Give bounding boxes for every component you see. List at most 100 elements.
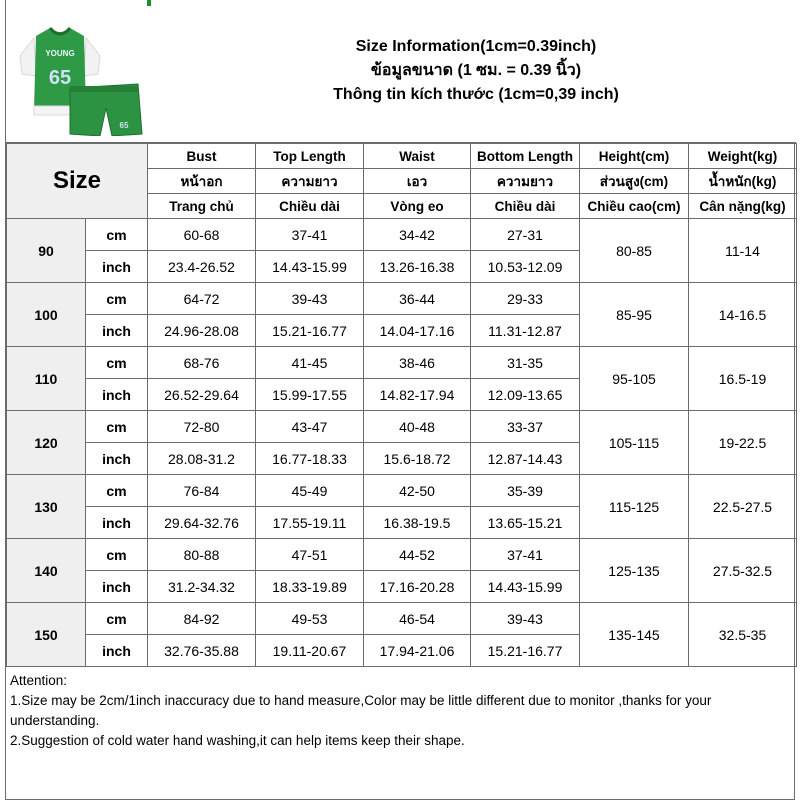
measurement-cell: 45-49: [255, 474, 364, 507]
measurement-cell: 14.43-15.99: [255, 250, 364, 283]
size-value: 130: [6, 474, 86, 539]
measurement-cell: 31.2-34.32: [147, 570, 256, 603]
title-thai: ข้อมูลขนาด (1 ซม. = 0.39 นิ้ว): [370, 62, 582, 79]
accent-mark: [147, 0, 151, 6]
weight-cell: 16.5-19: [688, 346, 797, 411]
measurement-cell: 39-43: [470, 602, 580, 635]
measurement-cell: 15.99-17.55: [255, 378, 364, 411]
size-value: 90: [6, 218, 86, 283]
measurement-cell: 16.38-19.5: [363, 506, 471, 539]
height-cell: 125-135: [579, 538, 689, 603]
measurement-cell: 17.55-19.11: [255, 506, 364, 539]
column-header-en: Bust: [147, 143, 256, 169]
measurement-cell: 10.53-12.09: [470, 250, 580, 283]
column-header-vi: Chiều dài: [470, 193, 580, 219]
table-row-inch: inch 32.76-35.88 19.11-20.67 17.94-21.06 15.…: [7, 634, 797, 667]
table-row-inch: inch 29.64-32.76 17.55-19.11 16.38-19.5 13.6…: [7, 506, 797, 539]
measurement-cell: 47-51: [255, 538, 364, 571]
unit-label: inch: [85, 506, 148, 539]
measurement-cell: 64-72: [147, 282, 256, 315]
measurement-cell: 76-84: [147, 474, 256, 507]
measurement-cell: 17.16-20.28: [363, 570, 471, 603]
size-value: 150: [6, 602, 86, 667]
column-header-en: Bottom Length: [470, 143, 580, 169]
measurement-cell: 46-54: [363, 602, 471, 635]
height-cell: 135-145: [579, 602, 689, 667]
unit-label: inch: [85, 314, 148, 347]
weight-cell: 14-16.5: [688, 282, 797, 347]
size-value: 100: [6, 282, 86, 347]
size-value: 120: [6, 410, 86, 475]
measurement-cell: 37-41: [470, 538, 580, 571]
column-header-vi: Vòng eo: [363, 193, 471, 219]
measurement-cell: 29-33: [470, 282, 580, 315]
column-header-en: Weight(kg): [688, 143, 797, 169]
unit-label: cm: [85, 346, 148, 379]
header-section: YOUNG 65 65 Size Information(1cm=0.39inc…: [6, 0, 796, 143]
column-header-th: ส่วนสูง(cm): [579, 168, 689, 194]
measurement-cell: 15.21-16.77: [255, 314, 364, 347]
column-header-en: Top Length: [255, 143, 364, 169]
table-row-cm: 130 cm 76-84 45-49 42-50 35-39 115-125 22.5-27.…: [6, 474, 797, 539]
column-header-th: เอว: [363, 168, 471, 194]
header-titles: Size Information(1cm=0.39inch) ข้อมูลขนา…: [156, 35, 796, 107]
size-value: 140: [6, 538, 86, 603]
measurement-cell: 43-47: [255, 410, 364, 443]
attention-heading: Attention:: [10, 673, 68, 688]
table-row-cm: 140 cm 80-88 47-51 44-52 37-41 125-135 27.5-32.…: [6, 538, 797, 603]
measurement-cell: 17.94-21.06: [363, 634, 471, 667]
table-row-cm: 150 cm 84-92 49-53 46-54 39-43 135-145 32.5-35: [6, 602, 797, 667]
column-header-vi: Cân nặng(kg): [688, 193, 797, 219]
svg-text:65: 65: [120, 121, 129, 130]
measurement-cell: 14.82-17.94: [363, 378, 471, 411]
weight-cell: 19-22.5: [688, 410, 797, 475]
measurement-cell: 16.77-18.33: [255, 442, 364, 475]
size-header: Size: [6, 143, 148, 219]
table-row-cm: 90 cm 60-68 37-41 34-42 27-31 80-85 11-14: [6, 218, 797, 283]
column-header-th: น้ำหนัก(kg): [688, 168, 797, 194]
measurement-cell: 18.33-19.89: [255, 570, 364, 603]
measurement-cell: 23.4-26.52: [147, 250, 256, 283]
shirt-print-number: 65: [49, 67, 71, 89]
measurement-cell: 72-80: [147, 410, 256, 443]
attention-note-1: 1.Size may be 2cm/1inch inaccuracy due t…: [10, 693, 712, 728]
measurement-cell: 37-41: [255, 218, 364, 251]
measurement-cell: 28.08-31.2: [147, 442, 256, 475]
column-header-vi: Chiều dài: [255, 193, 364, 219]
measurement-cell: 26.52-29.64: [147, 378, 256, 411]
measurement-cell: 36-44: [363, 282, 471, 315]
measurement-cell: 34-42: [363, 218, 471, 251]
measurement-cell: 14.43-15.99: [470, 570, 580, 603]
height-cell: 85-95: [579, 282, 689, 347]
unit-label: inch: [85, 442, 148, 475]
measurement-cell: 84-92: [147, 602, 256, 635]
height-cell: 105-115: [579, 410, 689, 475]
measurement-cell: 42-50: [363, 474, 471, 507]
header-row-en: Size Bust Top Length Waist Bottom Length…: [6, 143, 797, 219]
attention-notes: Attention: 1.Size may be 2cm/1inch inacc…: [6, 668, 796, 799]
size-value: 110: [6, 346, 86, 411]
measurement-cell: 27-31: [470, 218, 580, 251]
column-header-vi: Chiều cao(cm): [579, 193, 689, 219]
measurement-cell: 13.65-15.21: [470, 506, 580, 539]
product-image: YOUNG 65 65: [19, 26, 143, 136]
measurement-cell: 68-76: [147, 346, 256, 379]
size-table: Size Bust Top Length Waist Bottom Length…: [6, 143, 797, 667]
shirt-print-brand: YOUNG: [45, 49, 74, 58]
measurement-cell: 60-68: [147, 218, 256, 251]
measurement-cell: 12.87-14.43: [470, 442, 580, 475]
measurement-cell: 15.6-18.72: [363, 442, 471, 475]
weight-cell: 27.5-32.5: [688, 538, 797, 603]
table-row-cm: 110 cm 68-76 41-45 38-46 31-35 95-105 16.5-19: [6, 346, 797, 411]
measurement-cell: 80-88: [147, 538, 256, 571]
measurement-cell: 33-37: [470, 410, 580, 443]
unit-label: cm: [85, 218, 148, 251]
measurement-cell: 29.64-32.76: [147, 506, 256, 539]
unit-label: cm: [85, 474, 148, 507]
measurement-cell: 41-45: [255, 346, 364, 379]
column-header-th: หน้าอก: [147, 168, 256, 194]
header-row-th: หน้าอก ความยาว เอว ความยาว ส่วนสูง(cm) น…: [7, 168, 797, 194]
title-vietnamese: Thông tin kích thước (1cm=0,39 inch): [333, 86, 619, 103]
measurement-cell: 49-53: [255, 602, 364, 635]
attention-note-2: 2.Suggestion of cold water hand washing,…: [10, 733, 465, 748]
